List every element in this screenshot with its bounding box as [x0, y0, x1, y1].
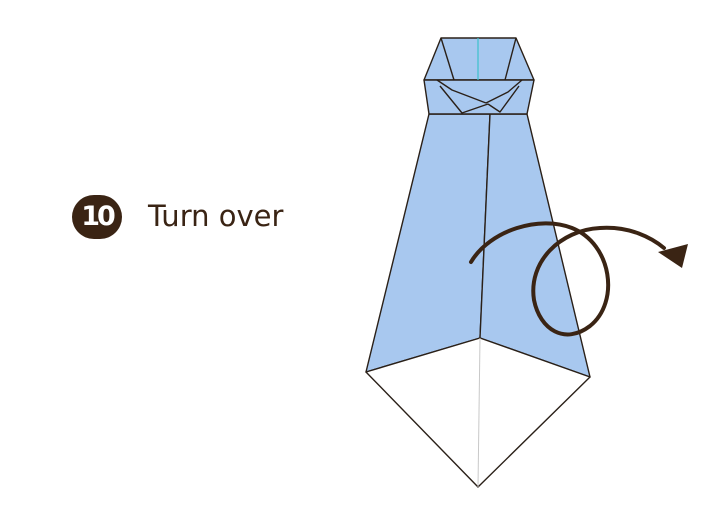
knot-left-fold: [436, 79, 487, 104]
bottom-center-crease: [477, 337, 481, 488]
tie-left-panel: [365, 113, 491, 373]
knot-side-right: [504, 37, 517, 81]
knot-inner-fold-right: [487, 85, 520, 113]
knot-top: [423, 37, 535, 81]
tie-bottom-point: [365, 337, 591, 488]
knot-lower: [423, 79, 535, 115]
step-number-badge: 10: [72, 195, 122, 239]
tie-knot: [423, 37, 535, 115]
knot-inner-fold-left: [439, 85, 489, 114]
tie-right-panel: [479, 113, 591, 378]
tie-body: [365, 113, 591, 488]
knot-right-fold: [485, 79, 523, 104]
knot-side-left: [440, 37, 455, 81]
step-instruction: Turn over: [148, 199, 284, 233]
turn-over-arrow-icon: [469, 221, 688, 337]
